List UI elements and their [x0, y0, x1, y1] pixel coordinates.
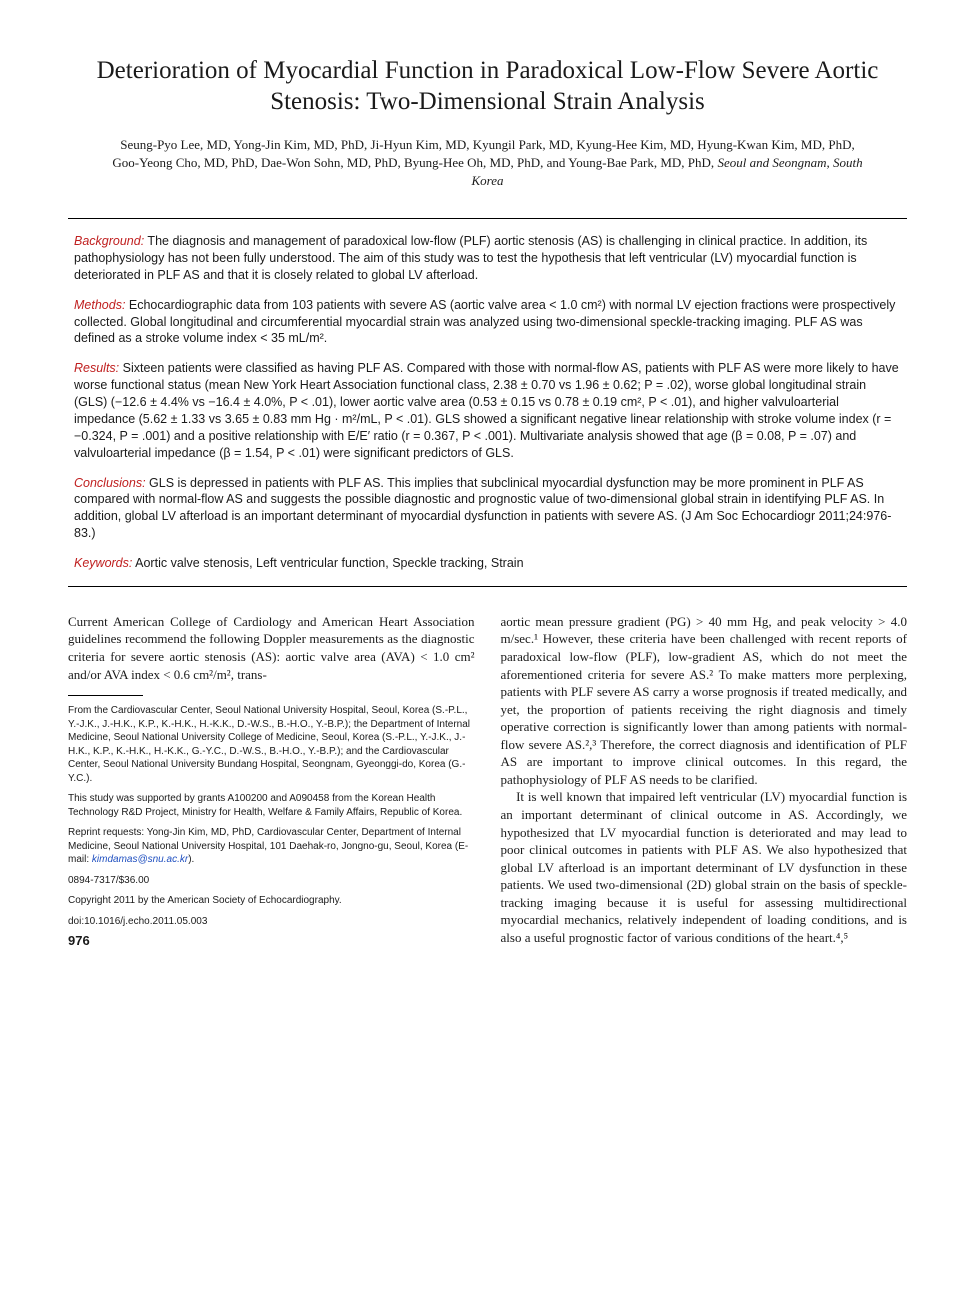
- footnote-support: This study was supported by grants A1002…: [68, 792, 475, 819]
- abstract-background: Background: The diagnosis and management…: [74, 233, 901, 284]
- abstract-methods-label: Methods:: [74, 298, 125, 312]
- abstract-results-text: Sixteen patients were classified as havi…: [74, 361, 899, 459]
- abstract-keywords-text: Aortic valve stenosis, Left ventricular …: [132, 556, 523, 570]
- abstract-conclusions-label: Conclusions:: [74, 476, 146, 490]
- abstract-conclusions: Conclusions: GLS is depressed in patient…: [74, 475, 901, 543]
- abstract-conclusions-text: GLS is depressed in patients with PLF AS…: [74, 476, 891, 541]
- abstract-keywords-label: Keywords:: [74, 556, 132, 570]
- body-paragraph: It is well known that impaired left vent…: [501, 788, 908, 946]
- abstract-results-label: Results:: [74, 361, 119, 375]
- right-column: aortic mean pressure gradient (PG) > 40 …: [501, 613, 908, 950]
- article-title: Deterioration of Myocardial Function in …: [68, 55, 907, 118]
- footnote-reprint-close: ).: [188, 854, 194, 865]
- footnote-from: From the Cardiovascular Center, Seoul Na…: [68, 704, 475, 785]
- body-paragraph: Current American College of Cardiology a…: [68, 613, 475, 683]
- page-number: 976: [68, 932, 475, 950]
- footnote-email[interactable]: kimdamas@snu.ac.kr: [92, 854, 188, 865]
- footnote-copyright: Copyright 2011 by the American Society o…: [68, 894, 475, 908]
- footnote-doi: doi:10.1016/j.echo.2011.05.003: [68, 915, 475, 929]
- abstract-methods-text: Echocardiographic data from 103 patients…: [74, 298, 895, 346]
- authors: Seung-Pyo Lee, MD, Yong-Jin Kim, MD, PhD…: [68, 136, 907, 191]
- abstract-background-label: Background:: [74, 234, 144, 248]
- left-column: Current American College of Cardiology a…: [68, 613, 475, 950]
- footnote-issn: 0894-7317/$36.00: [68, 874, 475, 888]
- footnote-reprint: Reprint requests: Yong-Jin Kim, MD, PhD,…: [68, 826, 475, 867]
- footnote-divider: [68, 695, 143, 696]
- abstract-keywords: Keywords: Aortic valve stenosis, Left ve…: [74, 555, 901, 572]
- abstract: Background: The diagnosis and management…: [68, 218, 907, 587]
- body-paragraph: aortic mean pressure gradient (PG) > 40 …: [501, 613, 908, 788]
- body-text-left: Current American College of Cardiology a…: [68, 613, 475, 683]
- footnotes: From the Cardiovascular Center, Seoul Na…: [68, 704, 475, 950]
- abstract-results: Results: Sixteen patients were classifie…: [74, 360, 901, 461]
- body-columns: Current American College of Cardiology a…: [68, 613, 907, 950]
- abstract-methods: Methods: Echocardiographic data from 103…: [74, 297, 901, 348]
- abstract-background-text: The diagnosis and management of paradoxi…: [74, 234, 867, 282]
